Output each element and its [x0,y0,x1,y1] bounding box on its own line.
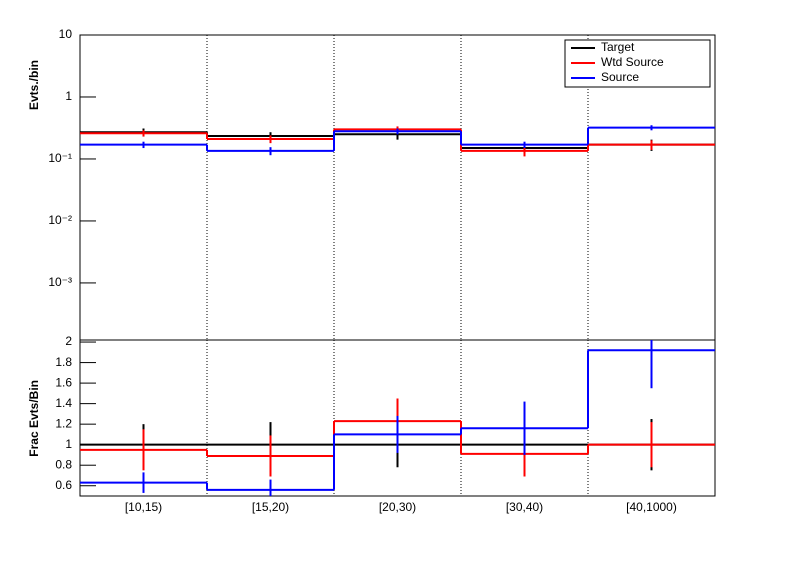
y-tick-label: 0.8 [55,457,72,471]
y-tick-label: 1 [65,437,72,451]
y-tick-label: 10 [59,27,73,41]
y-tick-label: 2 [65,334,72,348]
x-tick-label: [30,40) [506,500,543,514]
y-tick-label: 10⁻² [48,213,72,227]
legend-label: Wtd Source [601,55,664,69]
legend-label: Source [601,70,639,84]
y-tick-label: 1.8 [55,355,72,369]
y-tick-label: 1 [65,89,72,103]
x-tick-label: [15,20) [252,500,289,514]
x-tick-label: [10,15) [125,500,162,514]
x-tick-label: [40,1000) [626,500,677,514]
x-tick-label: [20,30) [379,500,416,514]
y-axis-title: Evts./bin [27,60,41,110]
y-axis-title: Frac Evts/Bin [27,380,41,457]
legend-label: Target [601,40,635,54]
y-tick-label: 10⁻¹ [48,151,72,165]
y-tick-label: 1.2 [55,416,72,430]
plot-frame [79,339,716,497]
y-tick-label: 1.6 [55,375,72,389]
y-tick-label: 1.4 [55,396,72,410]
y-tick-label: 0.6 [55,478,72,492]
y-tick-label: 10⁻³ [48,275,72,289]
